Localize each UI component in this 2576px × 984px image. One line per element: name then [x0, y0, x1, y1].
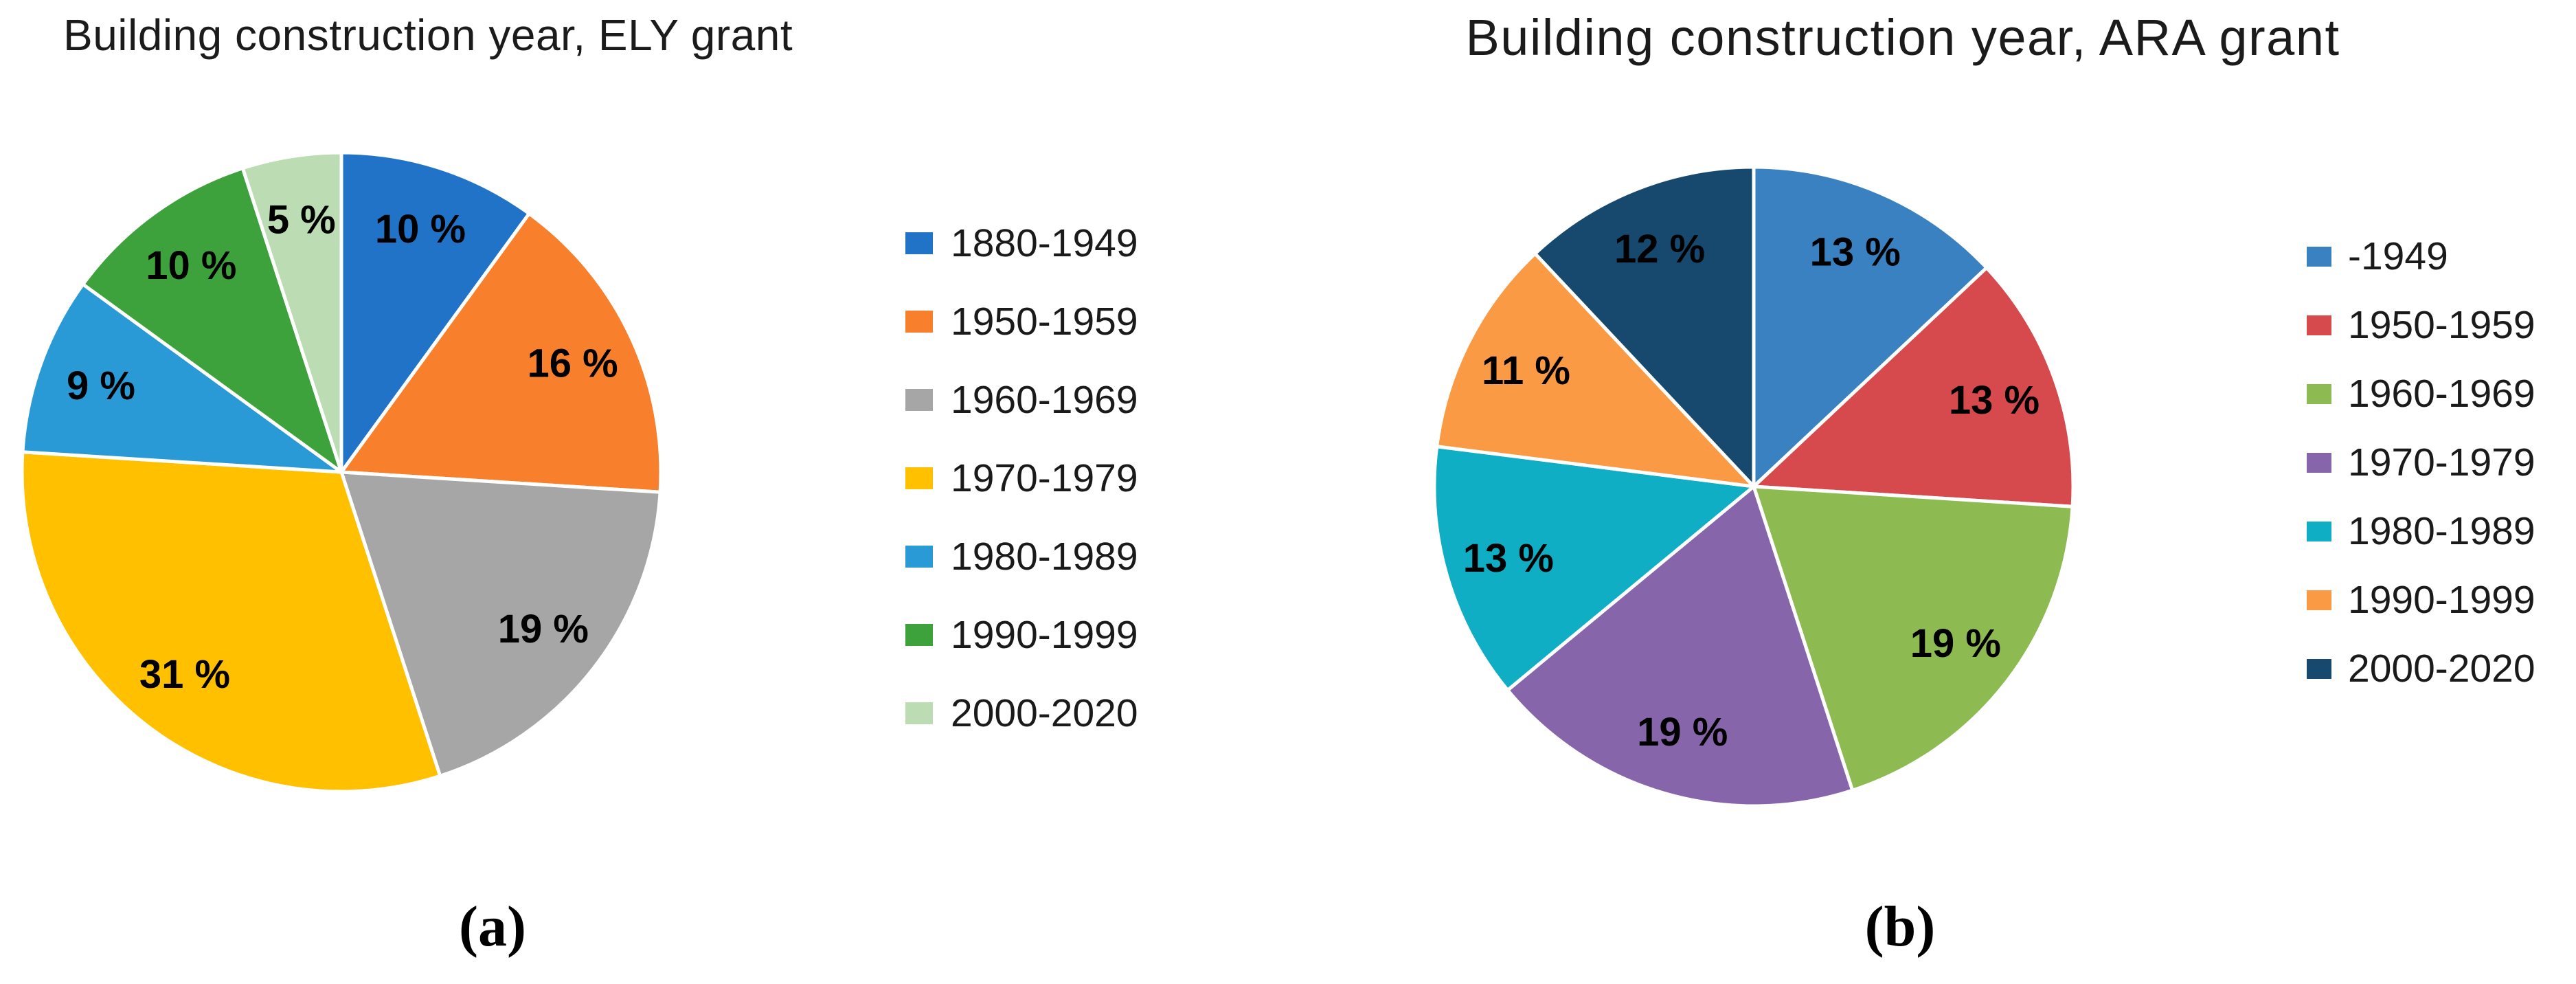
- legend-label: 1990-1999: [951, 613, 1138, 657]
- legend-label: 1960-1969: [2348, 372, 2535, 416]
- panel-b-caption: (b): [1864, 895, 1936, 959]
- legend-swatch: [905, 232, 933, 254]
- legend-swatch: [2307, 315, 2331, 335]
- legend-swatch: [2307, 383, 2331, 404]
- legend-b: -1949 1950-1959 1960-1969 1970-1979 1980-198…: [2307, 222, 2535, 703]
- pie-slice-1880-1949: [339, 150, 531, 474]
- legend-swatch: [905, 389, 933, 411]
- slice-data-label: 10 %: [146, 243, 236, 288]
- slice-data-label: 5 %: [267, 198, 336, 243]
- pie-slice--1949: [1752, 165, 1989, 489]
- legend-item-1990-1999: 1990-1999: [2307, 566, 2535, 634]
- pie-slice-1950-1959: [339, 212, 663, 494]
- legend-item-1950-1959: 1950-1959: [2307, 291, 2535, 359]
- legend-item-1970-1979: 1970-1979: [2307, 428, 2535, 497]
- pie-slice-1990-1999: [81, 166, 343, 474]
- legend-swatch: [2307, 590, 2331, 610]
- slice-data-label: 19 %: [1910, 621, 2001, 666]
- legend-swatch: [905, 624, 933, 646]
- legend-label: 1970-1979: [951, 456, 1138, 500]
- legend-label: 1980-1989: [2348, 509, 2535, 553]
- legend-swatch: [2307, 658, 2331, 679]
- slice-data-label: 13 %: [1810, 230, 1901, 275]
- legend-a: 1880-1949 1950-1959 1960-1969 1970-1979 1980…: [905, 204, 1138, 752]
- legend-swatch: [905, 702, 933, 724]
- panel-a-title: Building construction year, ELY grant: [63, 10, 793, 60]
- legend-label: 1970-1979: [2348, 440, 2535, 484]
- pie-slice-2000-2020: [1533, 165, 1756, 489]
- pie-slice-1960-1969: [1752, 484, 2075, 792]
- pie-slice-1980-1989: [21, 282, 343, 474]
- panel-a-caption: (a): [459, 895, 526, 959]
- legend-label: 1950-1959: [2348, 303, 2535, 347]
- legend-item-1880-1949: 1880-1949: [905, 204, 1138, 282]
- slice-data-label: 12 %: [1614, 227, 1705, 271]
- pie-slice-2000-2020: [240, 150, 343, 474]
- legend-label: 1990-1999: [2348, 578, 2535, 622]
- slice-data-label: 31 %: [139, 652, 230, 697]
- legend-swatch: [905, 546, 933, 568]
- legend-swatch: [905, 467, 933, 489]
- legend-swatch: [2307, 246, 2331, 267]
- legend-label: 2000-2020: [951, 691, 1138, 735]
- legend-item-2000-2020: 2000-2020: [2307, 634, 2535, 703]
- pie-slice-1980-1989: [1432, 445, 1756, 692]
- pie-slice-1970-1979: [20, 450, 442, 794]
- legend-item-1980-1989: 1980-1989: [905, 517, 1138, 596]
- legend-label: 1950-1959: [951, 300, 1138, 344]
- legend-item-1980-1989: 1980-1989: [2307, 497, 2535, 566]
- legend-item--1949: -1949: [2307, 222, 2535, 291]
- legend-label: 1880-1949: [951, 221, 1138, 265]
- pie-slice-1990-1999: [1435, 251, 1756, 489]
- legend-swatch: [2307, 452, 2331, 473]
- legend-label: 1980-1989: [951, 535, 1138, 579]
- legend-label: -1949: [2348, 234, 2448, 278]
- legend-item-2000-2020: 2000-2020: [905, 674, 1138, 752]
- slice-data-label: 11 %: [1482, 348, 1570, 393]
- slice-data-label: 19 %: [498, 607, 589, 651]
- legend-swatch: [2307, 521, 2331, 541]
- legend-item-1990-1999: 1990-1999: [905, 596, 1138, 674]
- slice-data-label: 13 %: [1949, 378, 2040, 423]
- slice-data-label: 16 %: [527, 342, 618, 386]
- pie-chart-b: 13 % 13 % 19 % 19 % 13 % 11 % 12 %: [1432, 165, 2075, 808]
- pie-slice-1960-1969: [339, 470, 662, 778]
- legend-item-1960-1969: 1960-1969: [905, 361, 1138, 439]
- panel-b-title: Building construction year, ARA grant: [1465, 9, 2340, 66]
- slice-data-label: 10 %: [375, 207, 466, 251]
- legend-label: 1960-1969: [951, 378, 1138, 422]
- slice-data-label: 9 %: [67, 364, 135, 408]
- pie-slice-1970-1979: [1506, 484, 1855, 808]
- pie-slice-1950-1959: [1752, 266, 2075, 508]
- legend-swatch: [905, 311, 933, 333]
- legend-item-1950-1959: 1950-1959: [905, 282, 1138, 361]
- slice-data-label: 19 %: [1637, 710, 1728, 754]
- legend-item-1960-1969: 1960-1969: [2307, 359, 2535, 428]
- pie-chart-a: 10 % 16 % 19 % 31 % 9 % 10 % 5 %: [20, 150, 663, 794]
- legend-item-1970-1979: 1970-1979: [905, 439, 1138, 517]
- slice-data-label: 13 %: [1463, 536, 1554, 581]
- legend-label: 2000-2020: [2348, 647, 2535, 691]
